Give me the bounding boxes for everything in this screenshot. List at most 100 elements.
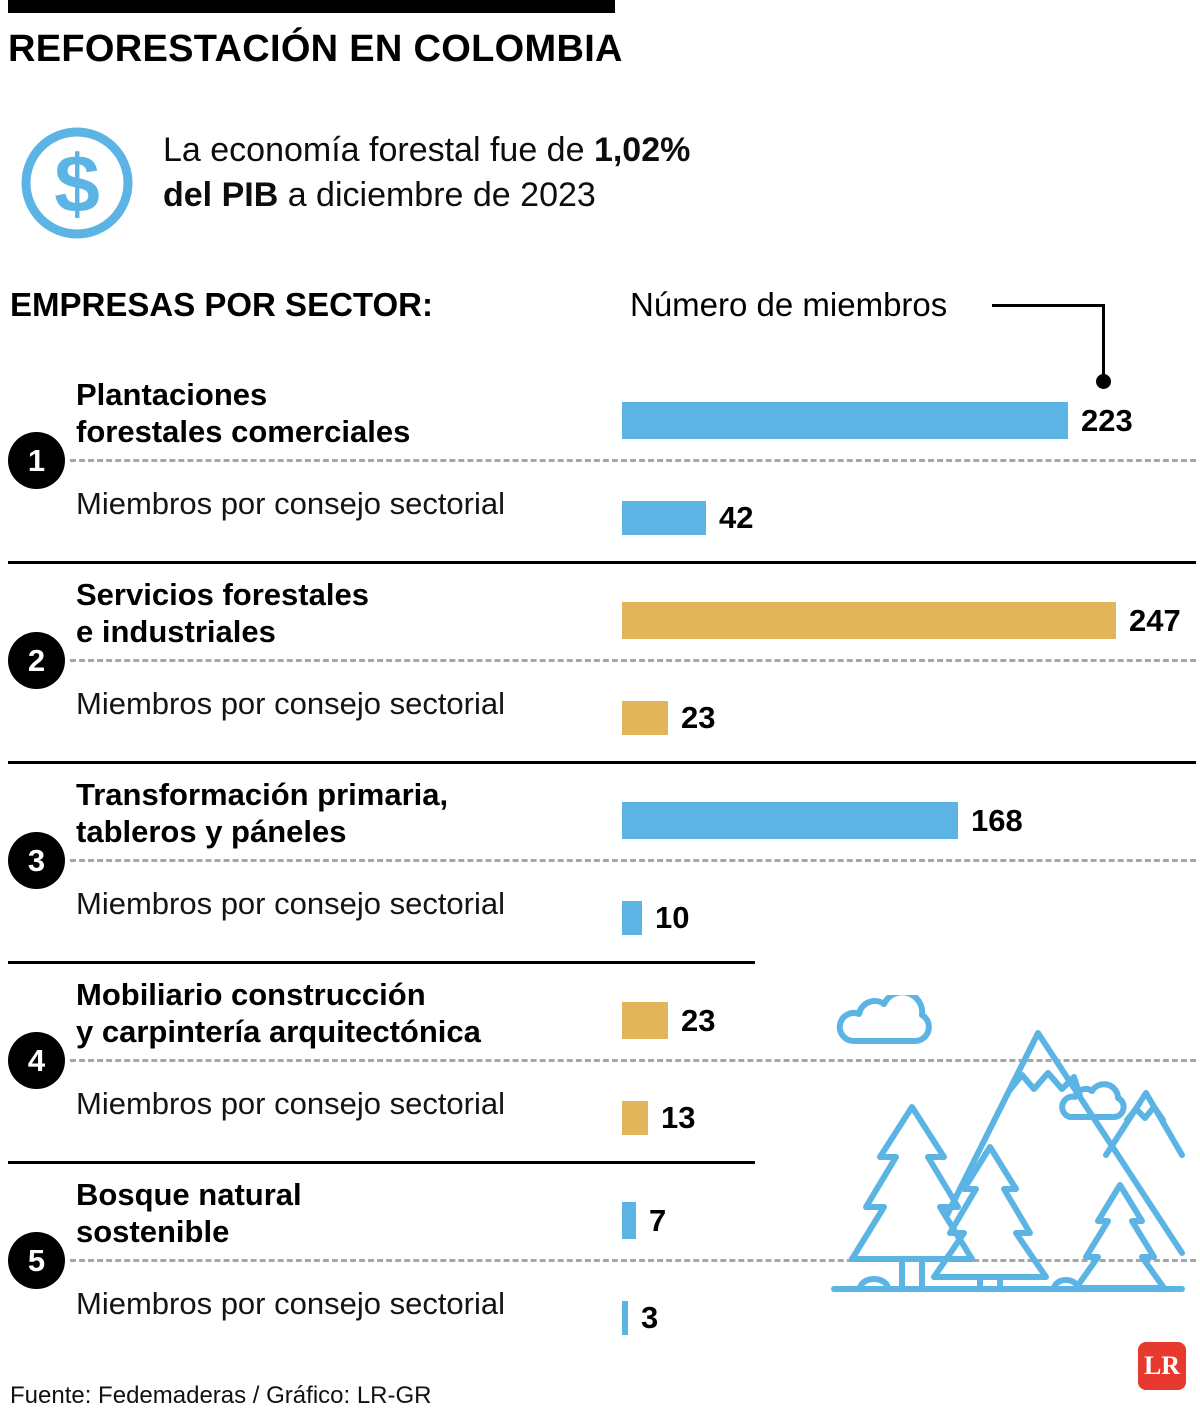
small-cloud-icon bbox=[1059, 1081, 1127, 1120]
council-value: 3 bbox=[641, 1300, 659, 1335]
lr-logo-text: LR bbox=[1143, 1351, 1181, 1380]
dollar-icon: $ bbox=[16, 122, 138, 244]
sector-number-badge: 1 bbox=[8, 432, 65, 489]
members-bar-row: 223 bbox=[622, 402, 1133, 439]
council-bar bbox=[622, 1301, 628, 1335]
sector-name-line2: forestales comerciales bbox=[76, 414, 411, 449]
sector-divider bbox=[8, 761, 1196, 764]
pine-trunk-icon bbox=[899, 1256, 925, 1291]
sector-divider bbox=[8, 561, 1196, 564]
sector-name: Bosque natural sostenible bbox=[76, 1176, 302, 1250]
council-bar bbox=[622, 901, 642, 935]
sector-divider bbox=[8, 1161, 755, 1164]
sector-number: 2 bbox=[27, 642, 46, 678]
council-label: Miembros por consejo sectorial bbox=[76, 686, 506, 721]
sector-name: Mobiliario construcción y carpintería ar… bbox=[76, 976, 481, 1050]
section-header: EMPRESAS POR SECTOR: bbox=[10, 286, 433, 323]
pine-tree-icon bbox=[931, 1144, 1049, 1280]
council-bar-row: 42 bbox=[622, 500, 754, 535]
sector-name: Plantaciones forestales comerciales bbox=[76, 376, 410, 450]
sector-number-badge: 2 bbox=[8, 632, 65, 689]
dashed-divider bbox=[70, 1059, 1196, 1062]
members-bar-row: 7 bbox=[622, 1202, 666, 1239]
lr-logo: LR bbox=[1138, 1342, 1186, 1390]
intro-line2-bold: del PIB bbox=[163, 176, 279, 214]
sector-name-line1: Bosque natural bbox=[76, 1177, 302, 1212]
small-mountain-icon bbox=[1103, 1090, 1185, 1158]
sector-row-5: 5 Bosque natural sostenible 7 Miembros p… bbox=[0, 1170, 1200, 1370]
dashed-divider bbox=[70, 1259, 1196, 1262]
sector-name-line2: tableros y páneles bbox=[76, 814, 347, 849]
sector-number: 5 bbox=[27, 1242, 46, 1278]
council-label: Miembros por consejo sectorial bbox=[76, 1086, 506, 1121]
members-bar bbox=[622, 602, 1116, 639]
members-value: 23 bbox=[681, 1002, 716, 1038]
council-label: Miembros por consejo sectorial bbox=[76, 486, 506, 521]
members-bar-row: 23 bbox=[622, 1002, 715, 1039]
council-label: Miembros por consejo sectorial bbox=[76, 1286, 506, 1321]
dashed-divider bbox=[70, 659, 1196, 662]
sector-name-line1: Mobiliario construcción bbox=[76, 977, 426, 1012]
cloud-icon bbox=[836, 995, 932, 1045]
sector-number-badge: 3 bbox=[8, 832, 65, 889]
sector-name-line1: Plantaciones bbox=[76, 377, 268, 412]
value-axis-label: Número de miembros bbox=[630, 286, 948, 323]
sector-number: 1 bbox=[27, 442, 46, 478]
pointer-dot bbox=[1096, 374, 1111, 389]
dashed-divider bbox=[70, 459, 1196, 462]
source-credit: Fuente: Fedemaderas / Gráfico: LR-GR bbox=[10, 1382, 432, 1409]
members-bar bbox=[622, 802, 958, 839]
forest-illustration bbox=[831, 995, 1185, 1292]
members-bar bbox=[622, 402, 1068, 439]
members-value: 7 bbox=[649, 1202, 667, 1238]
intro-text: La economía forestal fue de 1,02% del PI… bbox=[163, 128, 690, 218]
mountain-icon bbox=[943, 1030, 1185, 1256]
members-bar-row: 247 bbox=[622, 602, 1181, 639]
council-label: Miembros por consejo sectorial bbox=[76, 886, 506, 921]
sector-name-line1: Transformación primaria, bbox=[76, 777, 449, 812]
sector-number-badge: 5 bbox=[8, 1232, 65, 1289]
members-value: 223 bbox=[1081, 402, 1133, 438]
sector-row-2: 2 Servicios forestales e industriales 24… bbox=[0, 570, 1200, 770]
sector-name: Servicios forestales e industriales bbox=[76, 576, 369, 650]
members-bar-row: 168 bbox=[622, 802, 1023, 839]
sector-row-3: 3 Transformación primaria, tableros y pá… bbox=[0, 770, 1200, 970]
members-value: 247 bbox=[1129, 602, 1181, 638]
council-bar-row: 13 bbox=[622, 1100, 696, 1135]
members-bar bbox=[622, 1202, 636, 1239]
council-value: 23 bbox=[681, 700, 716, 735]
sector-row-1: 1 Plantaciones forestales comerciales 22… bbox=[0, 370, 1200, 570]
sector-number-badge: 4 bbox=[8, 1032, 65, 1089]
sector-name-line2: e industriales bbox=[76, 614, 276, 649]
page-title: REFORESTACIÓN EN COLOMBIA bbox=[8, 28, 623, 70]
sector-name-line2: sostenible bbox=[76, 1214, 230, 1249]
council-bar bbox=[622, 501, 706, 535]
intro-line2-normal: a diciembre de 2023 bbox=[287, 176, 596, 214]
intro-line1-bold: 1,02% bbox=[593, 131, 691, 169]
sector-name-line1: Servicios forestales bbox=[76, 577, 369, 612]
pine-tree-icon bbox=[849, 1104, 975, 1262]
council-value: 13 bbox=[661, 1100, 696, 1135]
members-bar bbox=[622, 1002, 668, 1039]
sector-number: 3 bbox=[27, 842, 46, 878]
council-value: 42 bbox=[719, 500, 754, 535]
dashed-divider bbox=[70, 859, 1196, 862]
council-value: 10 bbox=[655, 900, 690, 935]
mountain-snowcap-icon bbox=[1006, 1070, 1083, 1099]
intro-line1-normal: La economía forestal fue de bbox=[163, 131, 585, 169]
pointer-line-vertical bbox=[1102, 304, 1105, 378]
members-value: 168 bbox=[971, 802, 1023, 838]
council-bar-row: 3 bbox=[622, 1300, 659, 1335]
ground-bush-icon bbox=[857, 1276, 1081, 1292]
pointer-line-horizontal bbox=[992, 304, 1105, 307]
sector-number: 4 bbox=[27, 1042, 46, 1078]
sector-divider bbox=[8, 961, 755, 964]
council-bar-row: 23 bbox=[622, 700, 716, 735]
sector-row-4: 4 Mobiliario construcción y carpintería … bbox=[0, 970, 1200, 1170]
small-mountain-snowcap-icon bbox=[1124, 1104, 1166, 1123]
sector-name-line2: y carpintería arquitectónica bbox=[76, 1014, 481, 1049]
top-accent-bar bbox=[8, 0, 615, 13]
sector-name: Transformación primaria, tableros y páne… bbox=[76, 776, 448, 850]
council-bar bbox=[622, 701, 668, 735]
